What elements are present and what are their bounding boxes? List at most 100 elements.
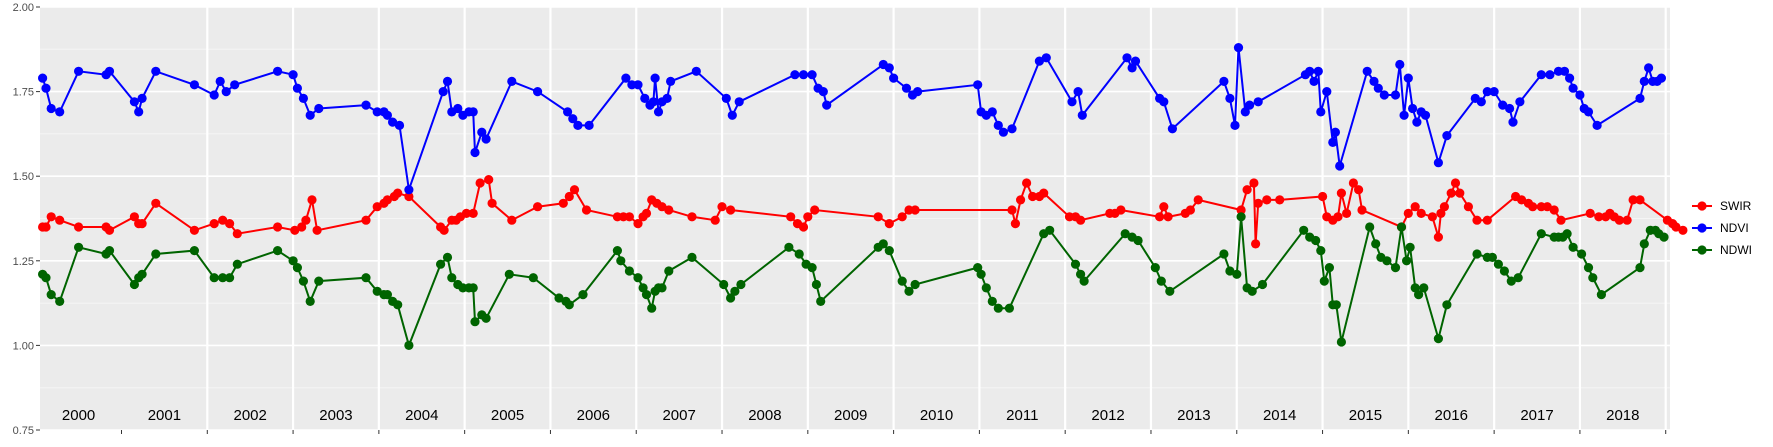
data-point: [1070, 259, 1081, 269]
data-point: [1333, 212, 1343, 222]
data-point: [913, 87, 923, 97]
data-point: [1193, 195, 1203, 205]
year-label: 2002: [233, 407, 266, 424]
data-point: [1433, 158, 1443, 168]
data-point: [1230, 120, 1240, 130]
data-point: [273, 246, 283, 256]
data-point: [1010, 219, 1021, 229]
data-point: [218, 273, 228, 283]
data-point: [394, 120, 405, 130]
year-label: 2006: [577, 407, 610, 424]
data-point: [734, 97, 744, 107]
data-point: [1562, 229, 1572, 239]
data-point: [221, 87, 231, 97]
year-label: 2011: [1006, 407, 1038, 424]
data-point: [189, 80, 199, 90]
data-point: [1592, 120, 1602, 130]
data-point: [129, 97, 139, 107]
data-point: [633, 219, 643, 229]
data-point: [1402, 256, 1412, 266]
series-ndwi: [38, 212, 1669, 350]
data-point: [225, 219, 235, 229]
data-point: [798, 222, 809, 232]
data-point: [1476, 97, 1486, 107]
data-point: [1045, 225, 1055, 235]
data-point: [1399, 110, 1409, 120]
data-point: [1517, 195, 1527, 205]
data-point: [807, 263, 817, 273]
data-point: [151, 249, 161, 259]
data-point: [189, 225, 199, 235]
data-point: [1565, 73, 1575, 83]
data-point: [1305, 66, 1315, 76]
data-point: [151, 198, 161, 208]
year-label: 2016: [1435, 407, 1468, 424]
legend: SWIR NDVI NDWI: [1692, 199, 1752, 257]
data-point: [1559, 66, 1570, 76]
data-point: [382, 195, 392, 205]
data-point: [624, 266, 635, 276]
data-point: [1240, 107, 1250, 117]
data-point: [232, 229, 242, 239]
data-point: [461, 208, 471, 218]
data-point: [1016, 195, 1026, 205]
data-point: [1371, 239, 1381, 249]
data-point: [393, 188, 403, 198]
data-point: [987, 296, 997, 306]
data-point: [1390, 90, 1401, 100]
legend-item-ndvi: NDVI: [1692, 221, 1749, 235]
data-point: [1022, 178, 1032, 188]
data-point: [1639, 239, 1649, 249]
series-group: [38, 43, 1688, 350]
data-point: [811, 279, 822, 290]
data-point: [710, 215, 720, 225]
data-point: [664, 266, 674, 276]
data-point: [1549, 205, 1559, 215]
data-point: [1659, 232, 1669, 242]
data-point: [1275, 195, 1285, 205]
data-point: [1408, 103, 1418, 114]
data-point: [104, 66, 115, 76]
data-point: [528, 273, 538, 283]
data-point: [873, 212, 883, 222]
data-point: [1568, 83, 1578, 93]
data-point: [1251, 239, 1261, 249]
data-point: [807, 70, 817, 80]
year-labels: 2000 2001 2002 2003 2004 2005 2006 2007 2008 2009…: [62, 407, 1640, 424]
data-point: [790, 70, 800, 80]
data-point: [1493, 259, 1503, 269]
data-point: [1245, 100, 1255, 110]
data-point: [1331, 300, 1341, 310]
data-point: [470, 147, 480, 158]
data-point: [822, 100, 832, 110]
data-point: [1253, 97, 1263, 107]
data-point: [1316, 107, 1326, 117]
data-point: [1390, 263, 1401, 273]
data-point: [1585, 208, 1595, 218]
data-point: [1004, 303, 1015, 313]
data-point: [372, 286, 382, 296]
data-point: [273, 222, 283, 232]
data-point: [314, 103, 324, 114]
data-point: [1165, 286, 1175, 296]
data-point: [1133, 235, 1143, 246]
data-point: [1319, 276, 1329, 286]
data-point: [1257, 279, 1268, 290]
y-tick-label: 0.75: [13, 425, 34, 437]
data-point: [1482, 215, 1492, 225]
data-point: [569, 185, 580, 195]
data-point: [1427, 212, 1437, 222]
data-point: [1122, 53, 1132, 63]
data-point: [784, 242, 794, 252]
data-point: [993, 120, 1003, 130]
data-point: [1225, 93, 1235, 103]
data-point: [1007, 124, 1017, 134]
data-point: [662, 93, 672, 103]
data-point: [727, 110, 737, 120]
data-point: [230, 80, 240, 90]
legend-item-swir: SWIR: [1692, 199, 1752, 213]
data-point: [305, 296, 315, 306]
data-point: [104, 225, 115, 235]
data-point: [436, 259, 446, 269]
